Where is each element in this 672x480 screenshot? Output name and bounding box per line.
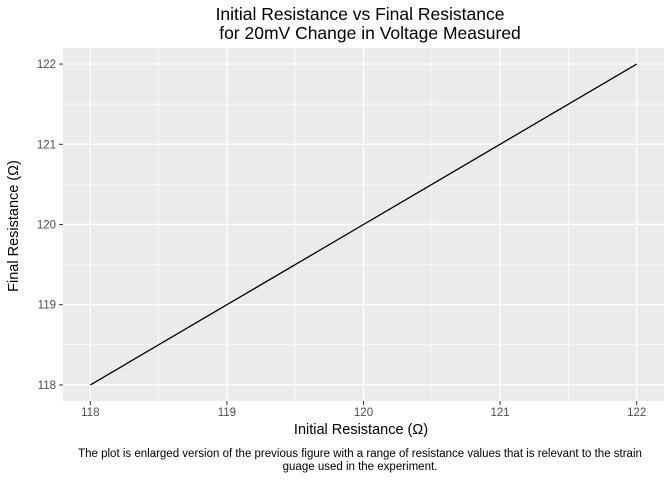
y-tick-label: 121 <box>37 139 56 151</box>
x-tick-label: 118 <box>81 407 99 419</box>
x-tick-label: 122 <box>627 407 646 419</box>
y-tick-label: 120 <box>37 220 56 232</box>
x-axis-ticks: 118 119 120 121 122 <box>81 401 646 419</box>
series-line <box>89 63 638 386</box>
x-tick-label: 120 <box>354 407 373 419</box>
x-axis-title: Initial Resistance (Ω) <box>294 422 428 438</box>
x-tick-label: 119 <box>218 407 236 419</box>
chart-subtitle: for 20mV Change in Voltage Measured <box>219 23 521 43</box>
x-tick-label: 121 <box>490 407 509 419</box>
caption-line-1: The plot is enlarged version of the prev… <box>78 448 642 460</box>
y-axis-ticks: 118 119 120 121 122 <box>37 59 63 392</box>
y-tick-label: 122 <box>37 59 56 71</box>
y-tick-label: 119 <box>38 300 56 312</box>
y-tick-label: 118 <box>38 380 56 392</box>
y-axis-title: Final Resistance (Ω) <box>6 160 22 292</box>
chart-title: Initial Resistance vs Final Resistance <box>216 4 505 24</box>
caption-line-2: guage used in the experiment. <box>283 461 438 473</box>
